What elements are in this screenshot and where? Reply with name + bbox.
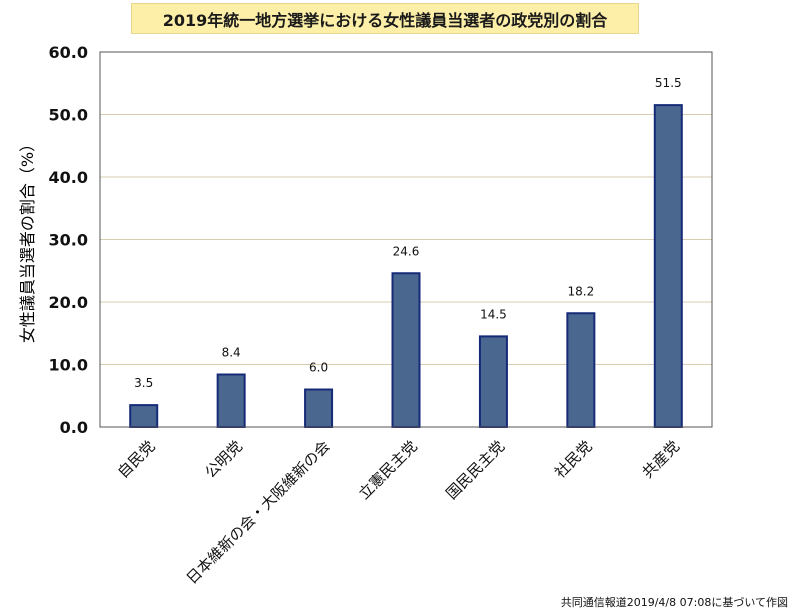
bar xyxy=(653,104,683,428)
bar xyxy=(391,272,421,428)
y-tick-label: 50.0 xyxy=(49,106,88,125)
y-tick-labels: 0.0 10.0 20.0 30.0 40.0 50.0 60.0 xyxy=(49,43,88,437)
x-tick-label: 自民党 xyxy=(114,437,159,482)
data-label: 6.0 xyxy=(309,361,328,375)
y-tick-label: 40.0 xyxy=(49,168,88,187)
y-tick-label: 60.0 xyxy=(49,43,88,62)
y-tick-label: 30.0 xyxy=(49,231,88,250)
source-note: 共同通信報道2019/4/8 07:08に基づいて作図 xyxy=(560,596,788,609)
chart-title: 2019年統一地方選挙における女性議員当選者の政党別の割合 xyxy=(131,3,639,34)
bar xyxy=(478,335,508,428)
data-label: 8.4 xyxy=(222,346,241,360)
x-tick-label: 共産党 xyxy=(639,437,684,482)
y-tick-label: 20.0 xyxy=(49,293,88,312)
plot-frame xyxy=(99,51,713,428)
data-label: 18.2 xyxy=(567,284,594,298)
x-tick-label: 立憲民主党 xyxy=(355,437,421,503)
y-axis-label: 女性議員当選者の割合（%） xyxy=(18,136,37,343)
data-label: 14.5 xyxy=(480,307,507,321)
y-tick-label: 0.0 xyxy=(60,418,88,437)
y-tick-label: 10.0 xyxy=(49,356,88,375)
data-label: 3.5 xyxy=(134,376,153,390)
data-label: 51.5 xyxy=(655,76,682,90)
bar xyxy=(216,373,246,428)
bar xyxy=(304,388,334,428)
x-tick-label: 公明党 xyxy=(201,437,246,482)
data-label: 24.6 xyxy=(393,244,420,258)
bars xyxy=(129,104,683,428)
bar xyxy=(566,312,596,428)
x-tick-label: 国民民主党 xyxy=(442,437,508,503)
x-tick-label: 日本維新の会・大阪維新の会 xyxy=(183,437,334,588)
bar xyxy=(129,404,159,428)
data-labels: 3.5 8.4 6.0 24.6 14.5 18.2 51.5 xyxy=(134,76,681,390)
x-tick-label: 社民党 xyxy=(551,437,596,482)
